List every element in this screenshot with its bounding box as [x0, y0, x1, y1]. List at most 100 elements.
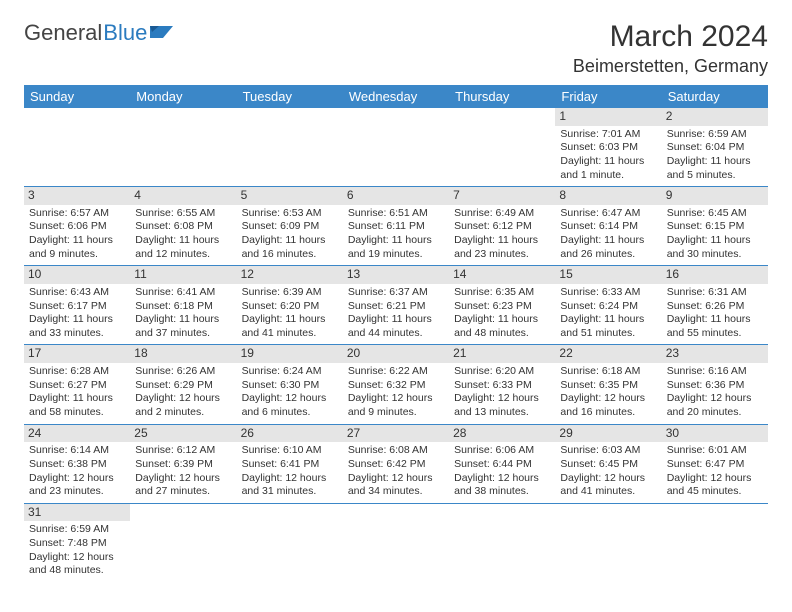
daylight-text: and 2 minutes. [135, 406, 231, 420]
daylight-text: Daylight: 12 hours [242, 392, 338, 406]
sunrise-text: Sunrise: 6:59 AM [29, 523, 125, 537]
sunset-text: Sunset: 6:18 PM [135, 300, 231, 314]
calendar-cell [343, 503, 449, 582]
sunset-text: Sunset: 6:23 PM [454, 300, 550, 314]
sunset-text: Sunset: 6:45 PM [560, 458, 656, 472]
daylight-text: and 34 minutes. [348, 485, 444, 499]
day-number: 11 [130, 266, 236, 284]
sunset-text: Sunset: 6:15 PM [667, 220, 763, 234]
day-number: 2 [662, 108, 768, 126]
calendar-cell: 22Sunrise: 6:18 AMSunset: 6:35 PMDayligh… [555, 345, 661, 424]
sunrise-text: Sunrise: 6:24 AM [242, 365, 338, 379]
day-number: 5 [237, 187, 343, 205]
daylight-text: and 16 minutes. [560, 406, 656, 420]
calendar-cell [555, 503, 661, 582]
calendar-cell: 28Sunrise: 6:06 AMSunset: 6:44 PMDayligh… [449, 424, 555, 503]
sunset-text: Sunset: 6:21 PM [348, 300, 444, 314]
calendar-cell: 18Sunrise: 6:26 AMSunset: 6:29 PMDayligh… [130, 345, 236, 424]
daylight-text: Daylight: 12 hours [560, 392, 656, 406]
daylight-text: Daylight: 12 hours [348, 392, 444, 406]
daylight-text: and 9 minutes. [348, 406, 444, 420]
daylight-text: Daylight: 12 hours [135, 472, 231, 486]
day-number: 8 [555, 187, 661, 205]
day-number: 13 [343, 266, 449, 284]
sunrise-text: Sunrise: 6:41 AM [135, 286, 231, 300]
day-number: 14 [449, 266, 555, 284]
day-number: 26 [237, 425, 343, 443]
logo-text-1: General [24, 20, 102, 46]
calendar-cell: 4Sunrise: 6:55 AMSunset: 6:08 PMDaylight… [130, 187, 236, 266]
sunset-text: Sunset: 6:11 PM [348, 220, 444, 234]
sunset-text: Sunset: 6:33 PM [454, 379, 550, 393]
daylight-text: and 9 minutes. [29, 248, 125, 262]
calendar-row: 17Sunrise: 6:28 AMSunset: 6:27 PMDayligh… [24, 345, 768, 424]
calendar-cell: 25Sunrise: 6:12 AMSunset: 6:39 PMDayligh… [130, 424, 236, 503]
calendar-cell: 6Sunrise: 6:51 AMSunset: 6:11 PMDaylight… [343, 187, 449, 266]
calendar-cell [449, 108, 555, 187]
daylight-text: and 26 minutes. [560, 248, 656, 262]
sunset-text: Sunset: 6:14 PM [560, 220, 656, 234]
sunrise-text: Sunrise: 7:01 AM [560, 128, 656, 142]
sunset-text: Sunset: 7:48 PM [29, 537, 125, 551]
sunset-text: Sunset: 6:35 PM [560, 379, 656, 393]
daylight-text: and 48 minutes. [29, 564, 125, 578]
daylight-text: Daylight: 12 hours [667, 392, 763, 406]
sunrise-text: Sunrise: 6:59 AM [667, 128, 763, 142]
page-header: GeneralBlue March 2024 Beimerstetten, Ge… [24, 20, 768, 77]
daylight-text: Daylight: 11 hours [667, 234, 763, 248]
daylight-text: and 1 minute. [560, 169, 656, 183]
sunrise-text: Sunrise: 6:28 AM [29, 365, 125, 379]
day-number: 31 [24, 504, 130, 522]
calendar-cell [237, 108, 343, 187]
calendar-cell: 12Sunrise: 6:39 AMSunset: 6:20 PMDayligh… [237, 266, 343, 345]
daylight-text: Daylight: 11 hours [135, 234, 231, 248]
daylight-text: and 12 minutes. [135, 248, 231, 262]
sunset-text: Sunset: 6:32 PM [348, 379, 444, 393]
calendar-cell: 14Sunrise: 6:35 AMSunset: 6:23 PMDayligh… [449, 266, 555, 345]
daylight-text: and 38 minutes. [454, 485, 550, 499]
sunrise-text: Sunrise: 6:01 AM [667, 444, 763, 458]
daylight-text: and 23 minutes. [29, 485, 125, 499]
daylight-text: Daylight: 12 hours [667, 472, 763, 486]
sunset-text: Sunset: 6:17 PM [29, 300, 125, 314]
sunset-text: Sunset: 6:20 PM [242, 300, 338, 314]
calendar-cell: 8 Sunrise: 6:47 AMSunset: 6:14 PMDaylight… [555, 187, 661, 266]
sunrise-text: Sunrise: 6:20 AM [454, 365, 550, 379]
sunrise-text: Sunrise: 6:16 AM [667, 365, 763, 379]
sunrise-text: Sunrise: 6:10 AM [242, 444, 338, 458]
daylight-text: and 16 minutes. [242, 248, 338, 262]
daylight-text: and 55 minutes. [667, 327, 763, 341]
flag-icon [149, 20, 175, 46]
daylight-text: Daylight: 12 hours [29, 551, 125, 565]
sunrise-text: Sunrise: 6:37 AM [348, 286, 444, 300]
sunset-text: Sunset: 6:41 PM [242, 458, 338, 472]
daylight-text: and 23 minutes. [454, 248, 550, 262]
daylight-text: Daylight: 12 hours [242, 472, 338, 486]
day-number: 7 [449, 187, 555, 205]
calendar-cell: 16Sunrise: 6:31 AMSunset: 6:26 PMDayligh… [662, 266, 768, 345]
daylight-text: Daylight: 11 hours [560, 234, 656, 248]
calendar-cell: 31Sunrise: 6:59 AMSunset: 7:48 PMDayligh… [24, 503, 130, 582]
calendar-cell [343, 108, 449, 187]
calendar-cell: 11Sunrise: 6:41 AMSunset: 6:18 PMDayligh… [130, 266, 236, 345]
calendar-cell: 3Sunrise: 6:57 AMSunset: 6:06 PMDaylight… [24, 187, 130, 266]
sunset-text: Sunset: 6:12 PM [454, 220, 550, 234]
daylight-text: Daylight: 11 hours [242, 234, 338, 248]
sunrise-text: Sunrise: 6:47 AM [560, 207, 656, 221]
day-number: 23 [662, 345, 768, 363]
sunset-text: Sunset: 6:47 PM [667, 458, 763, 472]
calendar-cell [130, 503, 236, 582]
daylight-text: and 45 minutes. [667, 485, 763, 499]
sunset-text: Sunset: 6:03 PM [560, 141, 656, 155]
daylight-text: Daylight: 12 hours [348, 472, 444, 486]
daylight-text: Daylight: 11 hours [348, 313, 444, 327]
day-number: 12 [237, 266, 343, 284]
sunrise-text: Sunrise: 6:03 AM [560, 444, 656, 458]
sunrise-text: Sunrise: 6:55 AM [135, 207, 231, 221]
daylight-text: and 41 minutes. [560, 485, 656, 499]
calendar-cell: 20Sunrise: 6:22 AMSunset: 6:32 PMDayligh… [343, 345, 449, 424]
calendar-row: 3Sunrise: 6:57 AMSunset: 6:06 PMDaylight… [24, 187, 768, 266]
daylight-text: and 51 minutes. [560, 327, 656, 341]
calendar-cell: 1Sunrise: 7:01 AMSunset: 6:03 PMDaylight… [555, 108, 661, 187]
daylight-text: Daylight: 11 hours [348, 234, 444, 248]
